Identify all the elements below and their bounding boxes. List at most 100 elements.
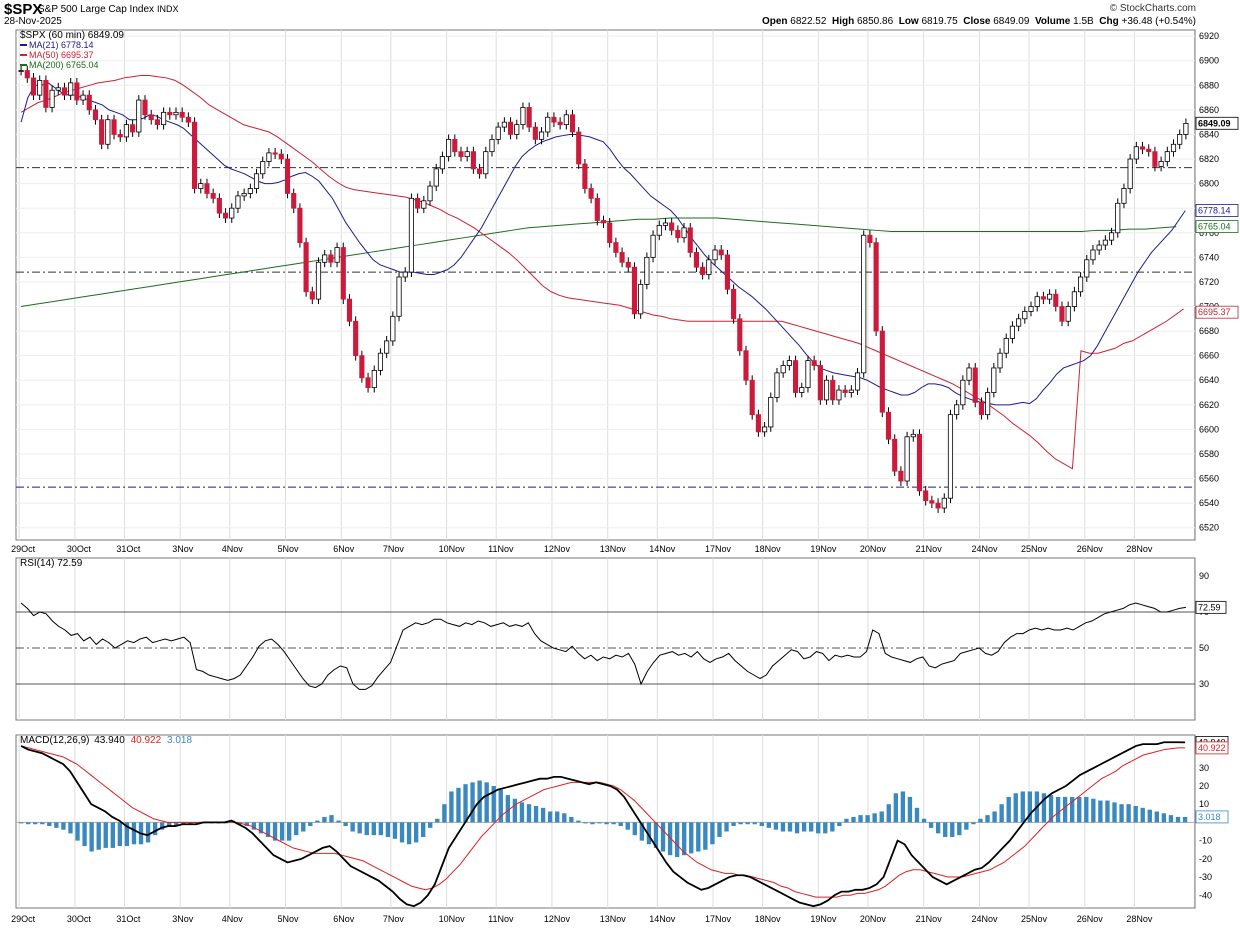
price-tag: 6778.14 xyxy=(1198,205,1231,215)
candle-body xyxy=(179,111,185,118)
candle-body xyxy=(681,227,687,239)
candle-body xyxy=(830,379,836,401)
macd-histogram-bar xyxy=(315,820,320,823)
macd-histogram-bar xyxy=(696,822,701,852)
macd-histogram-bar xyxy=(943,822,948,837)
macd-histogram-bar xyxy=(1013,793,1018,823)
candle-body xyxy=(18,70,24,72)
candle-body xyxy=(669,222,675,231)
macd-histogram-bar xyxy=(625,822,630,830)
candle-body xyxy=(365,377,371,389)
candle-body xyxy=(854,372,861,391)
candle-body xyxy=(569,114,576,133)
x-tick-label: 13Nov xyxy=(600,914,627,924)
price-tick-label: 6860 xyxy=(1199,105,1219,115)
candle-body xyxy=(700,266,706,275)
macd-histogram-bar xyxy=(823,822,828,834)
x-tick-label: 20Nov xyxy=(860,914,887,924)
x-tick-label: 3Nov xyxy=(172,914,194,924)
macd-histogram-bar xyxy=(40,822,45,825)
macd-histogram-bar xyxy=(1062,796,1068,823)
macd-tag: 40.922 xyxy=(1198,743,1226,753)
macd-histogram-bar xyxy=(569,816,574,823)
shaded-region-1 xyxy=(1193,558,1195,720)
candle-body xyxy=(470,151,476,170)
candle-body xyxy=(706,259,712,275)
macd-histogram-bar xyxy=(1077,796,1082,823)
x-tick-label: 19Nov xyxy=(810,544,837,554)
candle-body xyxy=(644,256,650,285)
macd-histogram-bar xyxy=(682,822,687,856)
macd-histogram-bar xyxy=(329,815,334,823)
candle-body xyxy=(762,426,768,433)
ma200-line xyxy=(21,217,1177,308)
open-value: 6822.52 xyxy=(790,16,827,27)
macd-histogram-bar xyxy=(167,822,172,827)
candle-body xyxy=(253,173,260,189)
macd-histogram-bar xyxy=(724,822,729,832)
macd-histogram-bar xyxy=(921,818,927,823)
macd-histogram-bar xyxy=(1119,804,1124,823)
candle-body xyxy=(1102,239,1108,246)
macd-histogram-bar xyxy=(639,822,645,841)
candle-body xyxy=(495,126,501,140)
candle-body xyxy=(80,94,86,101)
candle-body xyxy=(74,82,80,101)
candle-body xyxy=(173,111,179,116)
candle-body xyxy=(545,116,551,133)
price-tick-label: 6800 xyxy=(1199,179,1219,189)
macd-histogram-bar xyxy=(851,816,856,823)
candle-body xyxy=(1183,122,1189,135)
candle-body xyxy=(929,500,935,504)
x-tick-label: 25Nov xyxy=(1021,914,1048,924)
candle-body xyxy=(867,234,873,244)
macd-histogram-bar xyxy=(1020,791,1025,823)
macd-histogram-bar xyxy=(519,802,525,823)
macd-histogram-bar xyxy=(343,822,348,827)
price-tick-label: 6600 xyxy=(1199,424,1219,434)
rsi-tick-label: 30 xyxy=(1199,679,1209,689)
candle-body xyxy=(446,138,452,157)
candle-body xyxy=(421,200,427,209)
macd-histogram-bar xyxy=(957,822,962,836)
x-tick-label: 29Oct xyxy=(11,914,36,924)
macd-histogram-bar xyxy=(935,822,941,834)
candle-body xyxy=(954,404,960,416)
candle-body xyxy=(241,193,247,197)
x-tick-label: 12Nov xyxy=(544,544,571,554)
candle-body xyxy=(154,119,160,126)
macd-histogram-bar xyxy=(745,822,750,825)
candle-body xyxy=(396,276,402,317)
price-tag-box xyxy=(1195,220,1239,233)
macd-histogram-bar xyxy=(717,822,722,837)
macd-histogram-bar xyxy=(301,822,306,832)
candle-body xyxy=(49,89,55,108)
candle-body xyxy=(272,152,278,155)
x-tick-label: 17Nov xyxy=(705,914,732,924)
candle-body xyxy=(743,350,749,381)
macd-histogram-bar xyxy=(992,811,997,823)
price-tick-label: 6720 xyxy=(1199,277,1219,287)
candle-body xyxy=(613,242,619,253)
macd-histogram-bar xyxy=(188,822,193,825)
candle-body xyxy=(328,254,334,263)
macd-histogram-bar xyxy=(308,822,313,827)
candle-body xyxy=(1028,306,1034,312)
macd-histogram-bar xyxy=(999,804,1004,823)
candle-body xyxy=(291,193,297,209)
macd-histogram-bar xyxy=(47,822,52,827)
volume-label: Volume xyxy=(1034,16,1071,27)
macd-histogram-bar xyxy=(1027,791,1033,823)
price-tick-label: 6620 xyxy=(1199,400,1219,410)
candle-body xyxy=(315,261,322,300)
x-tick-label: 6Nov xyxy=(333,914,355,924)
candle-body xyxy=(619,252,625,263)
macd-tick-label: -20 xyxy=(1199,854,1212,864)
candle-body xyxy=(526,107,532,128)
macd-histogram-bar xyxy=(505,795,511,823)
macd-histogram-bar xyxy=(1168,815,1174,823)
macd-histogram-bar xyxy=(1006,796,1011,823)
macd-histogram-bar xyxy=(604,822,609,825)
candle-body xyxy=(297,207,303,244)
macd-histogram-bar xyxy=(1105,800,1110,823)
